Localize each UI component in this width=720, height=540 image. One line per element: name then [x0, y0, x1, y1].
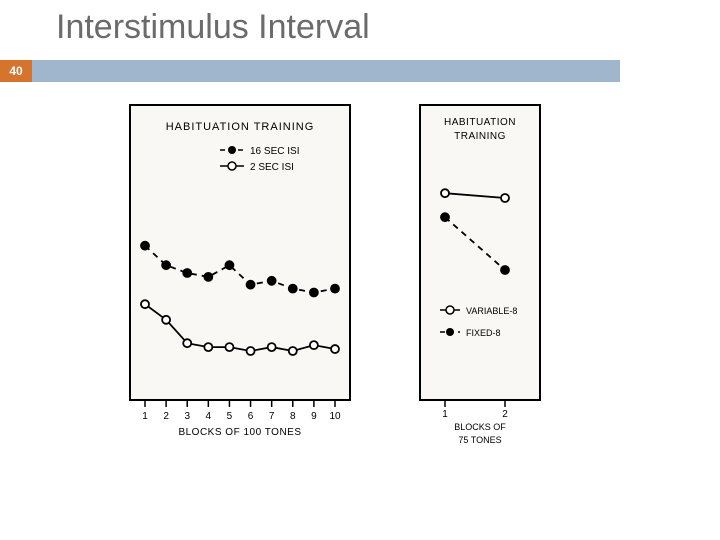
svg-text:4: 4	[206, 411, 212, 422]
svg-text:2: 2	[163, 411, 169, 422]
svg-text:HABITUATION: HABITUATION	[444, 117, 516, 128]
svg-text:BLOCKS OF 100 TONES: BLOCKS OF 100 TONES	[178, 427, 301, 438]
svg-text:8: 8	[290, 411, 296, 422]
svg-text:75 TONES: 75 TONES	[458, 435, 501, 445]
svg-text:2: 2	[502, 409, 508, 420]
svg-text:HABITUATION TRAINING: HABITUATION TRAINING	[166, 121, 315, 133]
svg-text:TRAINING: TRAINING	[454, 131, 506, 142]
svg-text:VARIABLE-8: VARIABLE-8	[466, 306, 517, 316]
svg-text:5: 5	[227, 411, 233, 422]
charts-container: HABITUATION TRAINING 16 SEC ISI 2 SEC IS…	[110, 95, 560, 455]
chart-right: HABITUATION TRAINING VARIABLE-8 FIXED-8 …	[410, 95, 560, 455]
svg-text:10: 10	[329, 411, 341, 422]
chart-left: HABITUATION TRAINING 16 SEC ISI 2 SEC IS…	[110, 95, 370, 455]
slide-title: Interstimulus Interval	[56, 8, 370, 47]
svg-text:7: 7	[269, 411, 275, 422]
svg-text:FIXED-8: FIXED-8	[466, 328, 501, 338]
svg-text:1: 1	[142, 411, 148, 422]
svg-text:1: 1	[442, 409, 448, 420]
header-bar	[0, 60, 620, 82]
svg-text:6: 6	[248, 411, 254, 422]
svg-text:3: 3	[184, 411, 190, 422]
page-number-badge: 40	[0, 60, 32, 82]
svg-text:BLOCKS OF: BLOCKS OF	[454, 422, 506, 432]
svg-text:2 SEC ISI: 2 SEC ISI	[250, 162, 294, 173]
svg-text:16 SEC ISI: 16 SEC ISI	[250, 146, 299, 157]
svg-text:9: 9	[311, 411, 317, 422]
